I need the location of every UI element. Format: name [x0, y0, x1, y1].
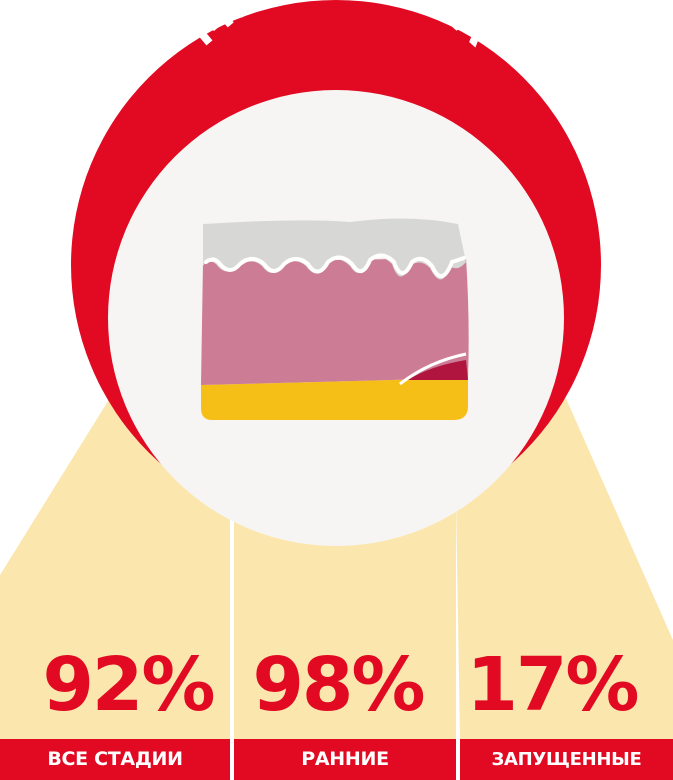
beam-center	[234, 500, 456, 739]
percent-all-stages: 92%	[42, 642, 215, 728]
epidermis-wave-line	[204, 253, 466, 278]
label-all-stages: ВСЕ СТАДИИ	[0, 739, 230, 780]
label-all-stages-text: ВСЕ СТАДИИ	[47, 748, 183, 770]
label-advanced-text: ЗАПУЩЕННЫЕ	[491, 749, 642, 770]
fat-layer	[201, 378, 468, 420]
melanoma-outline	[399, 352, 467, 386]
label-advanced: ЗАПУЩЕННЫЕ	[460, 739, 673, 780]
epidermis-layer	[203, 218, 466, 280]
beam-right	[456, 385, 673, 739]
percent-advanced: 17%	[466, 642, 639, 728]
label-early: РАННИЕ	[234, 739, 456, 780]
dermis-layer	[201, 258, 469, 385]
percent-early: 98%	[252, 642, 425, 728]
label-early-text: РАННИЕ	[301, 748, 389, 770]
melanoma-spot	[408, 360, 468, 380]
skin-melanoma-cross-section-icon	[201, 218, 469, 420]
